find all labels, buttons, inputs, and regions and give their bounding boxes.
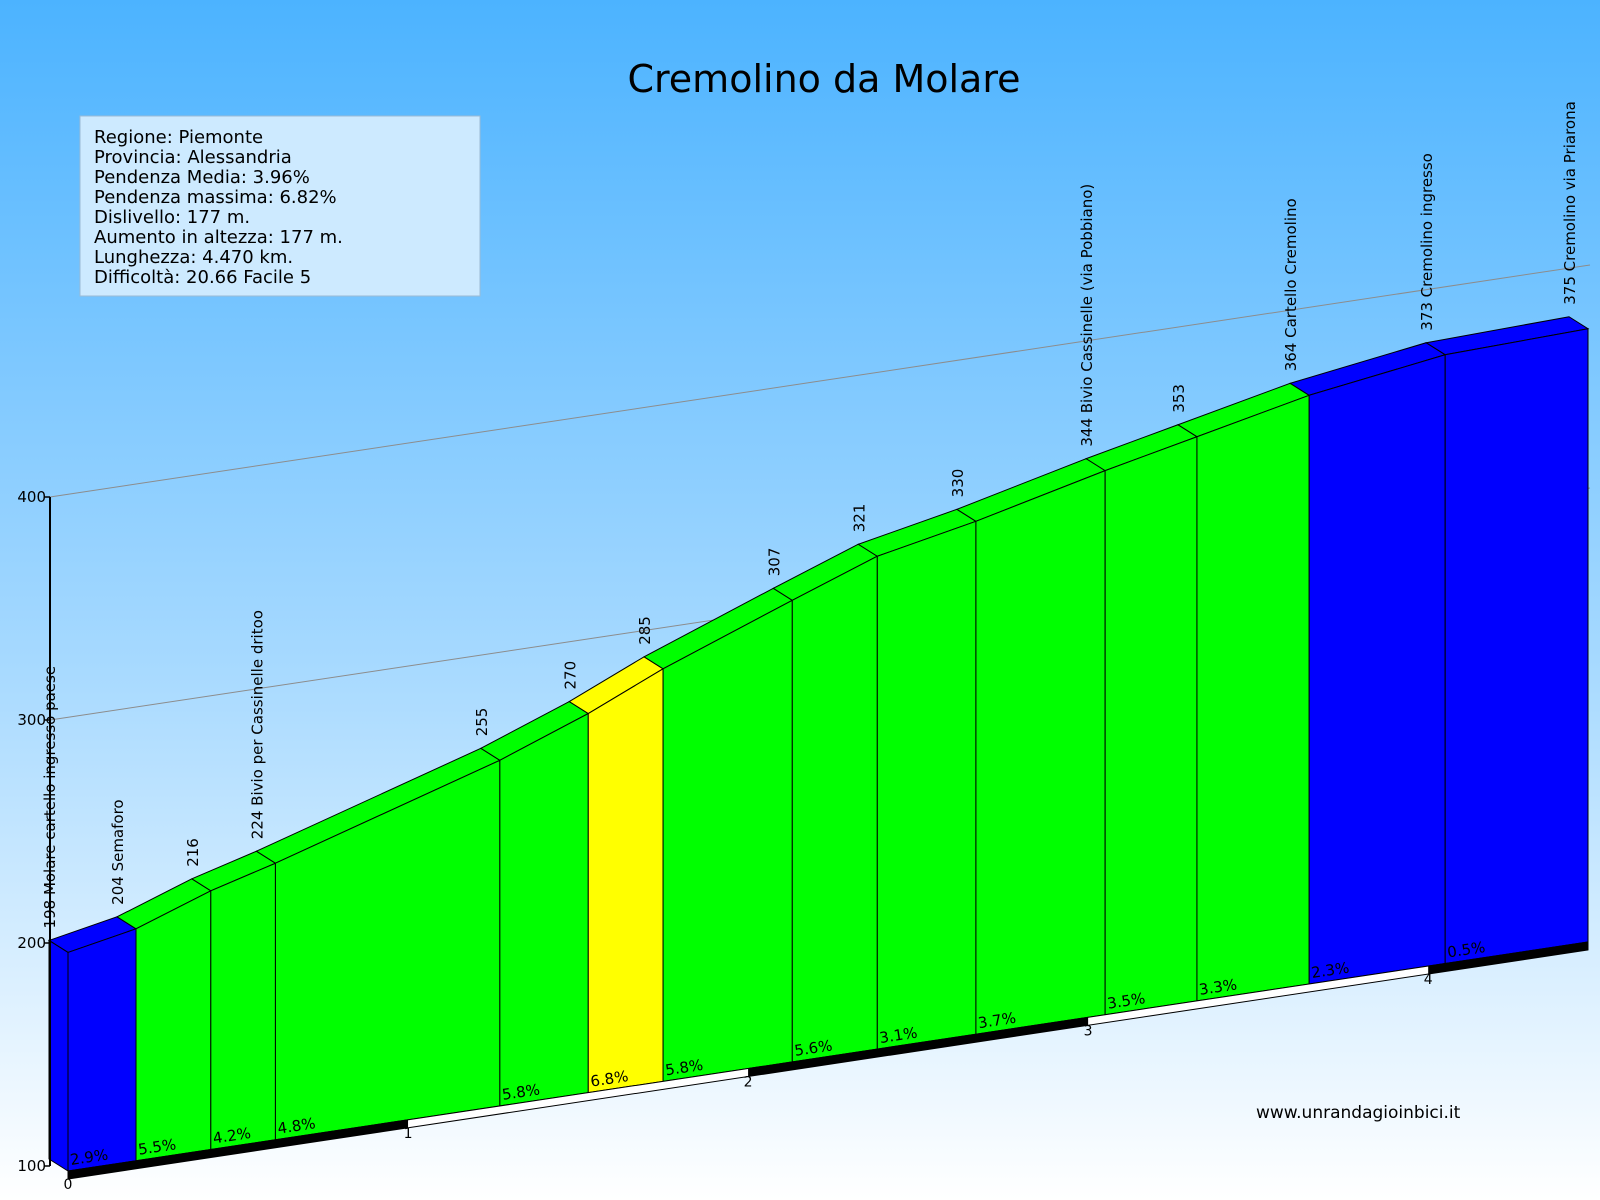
waypoint-label: 375 Cremolino via Priarona xyxy=(1561,101,1579,305)
grade-label: 3.3% xyxy=(1198,975,1238,998)
x-tick-label: 0 xyxy=(64,1177,73,1193)
waypoint-label: 285 xyxy=(636,616,654,645)
grade-label: 2.3% xyxy=(1310,958,1350,981)
x-tick-label: 4 xyxy=(1424,972,1433,988)
road-km-stripe xyxy=(1428,942,1588,975)
segments xyxy=(47,316,1590,1172)
grade-label: 4.8% xyxy=(276,1114,316,1137)
waypoint-label: 364 Cartello Cremolino xyxy=(1282,198,1300,371)
grade-label: 3.1% xyxy=(878,1024,918,1047)
waypoint-label: 216 xyxy=(184,838,202,867)
info-line: Pendenza massima: 6.82% xyxy=(94,187,337,208)
grade-label: 5.6% xyxy=(793,1036,833,1059)
waypoint-label: 353 xyxy=(1170,384,1188,413)
y-tick-label: 400 xyxy=(17,488,46,506)
grade-label: 2.9% xyxy=(69,1145,109,1168)
grade-label: 4.2% xyxy=(212,1124,252,1147)
segment-front-face xyxy=(499,712,589,1107)
segment-front-face xyxy=(1444,328,1589,965)
grade-label: 5.5% xyxy=(137,1135,177,1158)
grade-label: 0.5% xyxy=(1446,938,1486,961)
info-line: Difficoltà: 20.66 Facile 5 xyxy=(94,267,311,288)
info-box-background xyxy=(79,115,481,297)
info-line: Dislivello: 177 m. xyxy=(94,207,250,228)
segment-front-face xyxy=(135,889,212,1162)
x-tick-label: 3 xyxy=(1084,1023,1093,1039)
segment-front-face xyxy=(587,667,664,1094)
waypoint-label: 307 xyxy=(765,548,783,577)
segment-front-face xyxy=(975,469,1106,1035)
waypoint-label: 270 xyxy=(561,661,579,690)
waypoint-label: 255 xyxy=(473,708,491,737)
segment-front-face xyxy=(791,555,878,1063)
grade-label: 3.5% xyxy=(1106,989,1146,1012)
grade-label: 5.8% xyxy=(501,1080,541,1103)
y-tick-label: 300 xyxy=(17,711,46,729)
grade-label: 3.7% xyxy=(977,1009,1017,1032)
info-line: Regione: Piemonte xyxy=(94,127,263,148)
segment-front-face xyxy=(1196,394,1310,1002)
road-km-stripe xyxy=(68,1119,409,1179)
waypoint-label: 204 Semaforo xyxy=(109,799,127,904)
road-baseline xyxy=(67,941,1589,1180)
grade-label: 6.8% xyxy=(589,1067,629,1090)
grade-label: 5.8% xyxy=(664,1056,704,1079)
grid-line xyxy=(49,264,1591,498)
segment-side-face xyxy=(48,939,69,1172)
waypoint-label: 344 Bivio Cassinelle (via Pobbiano) xyxy=(1078,184,1096,447)
waypoint-labels: 198 Molare cartello ingresso paese 204 Se… xyxy=(41,101,1579,928)
website-credit: www.unrandagioinbici.it xyxy=(1256,1103,1461,1123)
segment-front-face xyxy=(1308,354,1446,985)
waypoint-label: 321 xyxy=(850,504,868,533)
waypoint-label: 330 xyxy=(949,469,967,498)
waypoint-label: 198 Molare cartello ingresso paese xyxy=(41,666,59,929)
segment-front-face xyxy=(210,862,276,1151)
y-axis: 100 200 300 400 xyxy=(17,488,51,1175)
chart-title: Cremolino da Molare xyxy=(627,57,1020,101)
km-labels: 0 1 2 3 4 xyxy=(64,972,1433,1193)
info-line: Aumento in altezza: 177 m. xyxy=(94,227,343,248)
segment-front-face xyxy=(67,928,137,1172)
info-line: Provincia: Alessandria xyxy=(94,147,292,168)
grade-labels: 2.9% 5.5% 4.2% 4.8% 5.8% 6.8% 5.8% 5.6% 3.1% 3.7%… xyxy=(69,938,1487,1169)
waypoint-label: 373 Cremolino ingresso xyxy=(1418,153,1436,331)
y-tick-label: 100 xyxy=(17,1157,46,1175)
segment-front-face xyxy=(662,599,793,1082)
waypoint-label: 224 Bivio per Cassinelle dritoo xyxy=(248,610,266,839)
segment-front-face xyxy=(876,520,977,1050)
road-km-stripe xyxy=(748,1017,1089,1077)
info-line: Lunghezza: 4.470 km. xyxy=(94,247,293,268)
segment-front-face xyxy=(1104,436,1198,1016)
x-tick-label: 1 xyxy=(404,1126,413,1142)
info-line: Pendenza Media: 3.96% xyxy=(94,167,310,188)
x-tick-label: 2 xyxy=(744,1075,753,1091)
y-tick-label: 200 xyxy=(17,934,46,952)
